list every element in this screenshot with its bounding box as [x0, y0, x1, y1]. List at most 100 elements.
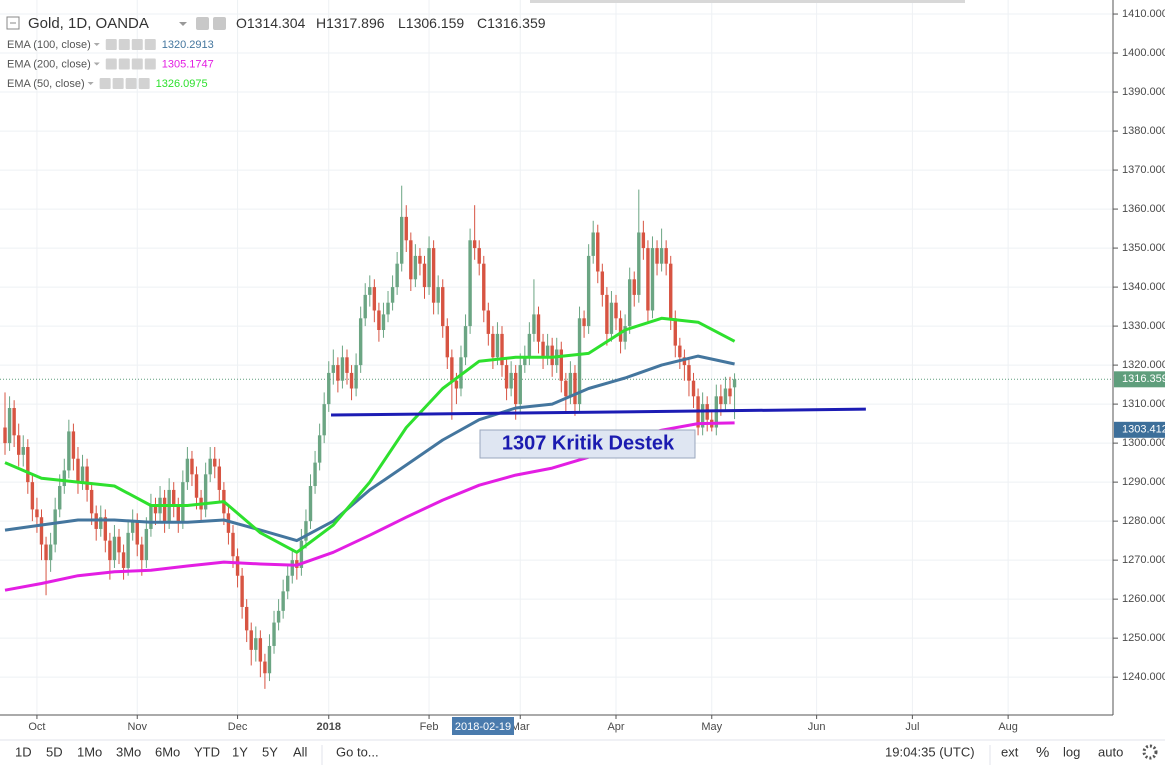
- candle-body: [609, 302, 614, 334]
- candle-body: [7, 408, 12, 444]
- candle-body: [477, 248, 481, 264]
- legend-name: EMA (200, close): [7, 58, 91, 70]
- scale-option[interactable]: auto: [1098, 744, 1123, 759]
- candle-body: [504, 365, 509, 389]
- candle-body: [669, 263, 673, 319]
- legend-icon[interactable]: [118, 39, 130, 50]
- candle-body: [650, 248, 655, 311]
- range-button[interactable]: All: [293, 744, 308, 759]
- ohlc-readout: O1314.304 H1317.896 L1306.159 C1316.359: [236, 15, 546, 31]
- range-button[interactable]: 5Y: [262, 744, 278, 759]
- candle-body: [372, 287, 377, 311]
- candle-body: [231, 532, 235, 557]
- candle-body: [646, 248, 650, 311]
- candle-body: [518, 365, 522, 405]
- legend-icon[interactable]: [131, 39, 143, 50]
- legend-dropdown[interactable]: [93, 62, 100, 66]
- candle-body: [527, 333, 532, 358]
- legend-icon[interactable]: [118, 58, 130, 70]
- legend-dropdown[interactable]: [93, 43, 100, 46]
- candle-body: [532, 314, 536, 334]
- legend-icon[interactable]: [125, 78, 137, 89]
- scale-option[interactable]: %: [1036, 744, 1049, 761]
- y-tick-label: 1370.000: [1122, 164, 1165, 176]
- candle-body: [441, 287, 445, 327]
- candle-body: [600, 271, 605, 295]
- settings-gear[interactable]: [1142, 744, 1158, 760]
- range-button[interactable]: 1D: [15, 744, 32, 759]
- candle-body: [108, 540, 112, 561]
- legend-icon[interactable]: [105, 39, 117, 50]
- annotation-box: [479, 429, 696, 459]
- candle-body: [381, 314, 386, 330]
- candle-body: [596, 232, 600, 272]
- y-tick-label: 1300.000: [1122, 437, 1165, 449]
- candle-body: [340, 357, 345, 381]
- ohlc-label: O: [236, 15, 247, 31]
- candle-body: [564, 380, 568, 397]
- candle-body: [427, 248, 431, 288]
- candle-body: [358, 318, 363, 366]
- candle-body: [728, 388, 732, 397]
- candle-body: [491, 333, 495, 358]
- x-tick-label: Dec: [228, 721, 248, 733]
- legend-icon[interactable]: [99, 78, 111, 89]
- legend-icon[interactable]: [105, 58, 117, 70]
- y-axis: 1240.000 1250.000 1260.000 1270.000 1280.000…: [1113, 8, 1165, 683]
- y-tick-label: 1390.000: [1122, 86, 1165, 98]
- candle-body: [641, 232, 646, 249]
- candle-body: [35, 509, 39, 518]
- legend-icon[interactable]: [131, 58, 143, 70]
- y-tick-label: 1330.000: [1122, 320, 1165, 332]
- eye-icon[interactable]: [196, 17, 209, 30]
- grid: [0, 0, 1113, 715]
- legend-dropdown[interactable]: [87, 82, 94, 85]
- candle-body: [363, 294, 367, 319]
- range-button[interactable]: 5D: [46, 744, 63, 759]
- legend-icon[interactable]: [144, 58, 156, 70]
- candle-body: [409, 240, 413, 280]
- ohlc-number: 1317.896: [326, 15, 385, 31]
- range-button[interactable]: 3Mo: [116, 744, 141, 759]
- y-tick-label: 1320.000: [1122, 359, 1165, 371]
- goto-button[interactable]: Go to...: [336, 744, 379, 759]
- y-tick-label: 1250.000: [1122, 632, 1165, 644]
- settings-icon[interactable]: [213, 17, 226, 30]
- candle-body: [486, 310, 491, 334]
- y-tick-label: 1240.000: [1122, 671, 1165, 683]
- range-button[interactable]: 1Y: [232, 744, 248, 759]
- collapse-icon[interactable]: [6, 16, 20, 30]
- candle-body: [605, 294, 609, 334]
- range-button[interactable]: YTD: [194, 744, 220, 759]
- x-tick-label: Jun: [808, 721, 826, 733]
- price-tag-label: 1316.359: [1122, 373, 1165, 385]
- candle-body: [327, 372, 331, 405]
- candle-body: [723, 388, 728, 405]
- candle-body: [513, 372, 518, 405]
- candle-body: [573, 372, 577, 405]
- scale-option[interactable]: log: [1063, 744, 1080, 759]
- candle-body: [395, 263, 399, 288]
- scale-option[interactable]: ext: [1001, 744, 1019, 759]
- candle-body: [112, 536, 117, 561]
- candle-body: [16, 435, 21, 455]
- x-tick-label: Mar: [511, 721, 530, 733]
- candle-body: [404, 216, 408, 241]
- candle-body: [345, 357, 349, 373]
- range-button[interactable]: 6Mo: [155, 744, 180, 759]
- y-tick-label: 1270.000: [1122, 554, 1165, 566]
- x-tick-label: Jul: [905, 721, 919, 733]
- legend-icon[interactable]: [138, 78, 150, 89]
- candle-body: [691, 380, 696, 397]
- candle-body: [3, 427, 7, 444]
- candle-body: [509, 372, 513, 389]
- legend-icon[interactable]: [144, 39, 156, 50]
- candle-body: [591, 232, 595, 256]
- y-tick-label: 1350.000: [1122, 242, 1165, 254]
- ohlc-number: 1306.159: [406, 15, 465, 31]
- candle-body: [39, 517, 44, 545]
- dropdown-arrow[interactable]: [179, 22, 187, 26]
- candle-body: [545, 345, 550, 358]
- range-button[interactable]: 1Mo: [77, 744, 102, 759]
- legend-icon[interactable]: [112, 78, 124, 89]
